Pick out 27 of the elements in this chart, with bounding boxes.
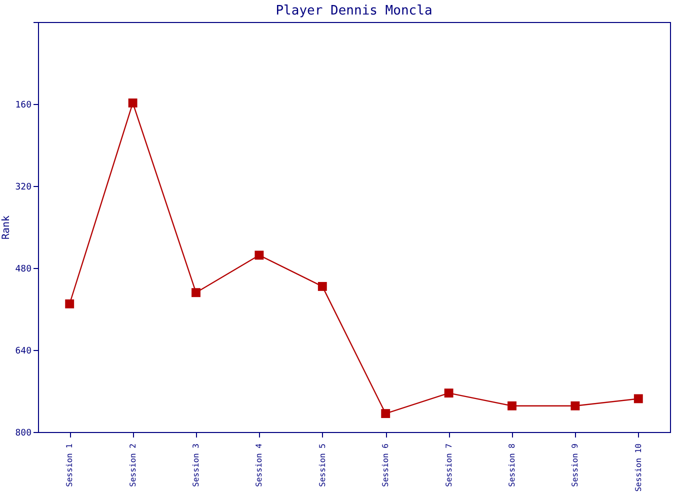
x-tick-label: Session 9 [570, 443, 580, 487]
x-tick-label: Session 8 [508, 443, 516, 487]
x-tick-label: Session 4 [254, 443, 264, 487]
point [570, 401, 580, 410]
y-axis-title: Rank [1, 215, 12, 240]
point [634, 394, 643, 404]
y-tick-label: 480 [15, 264, 32, 274]
y-tick-label: 640 [15, 346, 32, 356]
y-tick-label: 160 [15, 100, 32, 110]
chart-title: Player Dennis Moncla [276, 4, 432, 18]
y-tick-label: 800 [15, 428, 32, 438]
x-tick-label: Session 6 [381, 443, 390, 487]
x-tick-label: Session 10 [634, 443, 643, 492]
x-tick-label: Session 5 [318, 443, 327, 487]
x-tick-label: Session 2 [128, 443, 138, 487]
y-tick-label: 320 [15, 182, 32, 192]
x-tick-label: Session 3 [192, 443, 200, 487]
point [318, 282, 327, 291]
point [65, 299, 74, 308]
point [444, 388, 454, 398]
point [192, 288, 200, 298]
x-tick-label: Session 7 [444, 443, 454, 487]
point [254, 250, 264, 260]
point [128, 98, 138, 108]
point [381, 409, 390, 418]
point [508, 401, 516, 410]
x-tick-label: Session 1 [65, 443, 74, 487]
